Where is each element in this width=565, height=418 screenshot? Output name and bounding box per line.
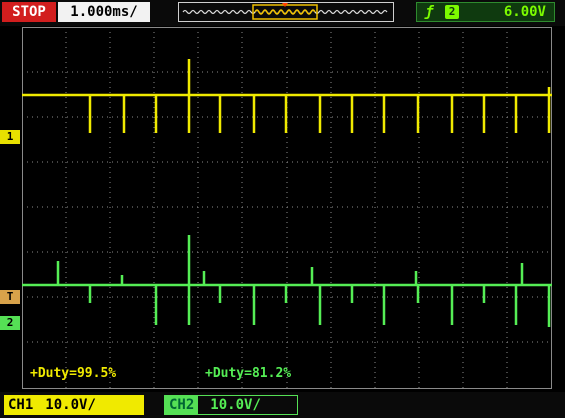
ch2-duty-measurement: +Duty=81.2%: [205, 366, 292, 381]
trigger-panel[interactable]: ƒ 2 6.00V: [416, 2, 555, 22]
rising-edge-icon: ƒ: [425, 4, 434, 20]
ch2-ground-marker[interactable]: 2: [0, 316, 20, 330]
ch1-label: CH1: [8, 397, 34, 413]
waveform-display: [22, 27, 552, 389]
ch1-duty-measurement: +Duty=99.5%: [30, 366, 117, 381]
top-status-bar: STOP 1.000ms/ ƒ 2 6.00V: [0, 0, 565, 26]
trigger-level: 6.00V: [503, 4, 546, 20]
timebase-readout[interactable]: 1.000ms/: [58, 2, 150, 22]
trigger-source: 2: [445, 5, 459, 19]
channel-status-bar: CH1 10.0V/ CH2 10.0V/: [0, 392, 565, 418]
ch1-waveform: [22, 59, 552, 133]
ch1-settings[interactable]: CH1 10.0V/: [4, 395, 144, 415]
ch2-scale: 10.0V/: [210, 397, 261, 413]
ch2-label: CH2: [165, 396, 199, 414]
run-stop-indicator[interactable]: STOP: [2, 2, 56, 22]
trigger-level-marker[interactable]: T: [0, 290, 20, 304]
graticule: [22, 27, 552, 389]
ch1-scale: 10.0V/: [45, 397, 96, 413]
ch1-ground-marker[interactable]: 1: [0, 130, 20, 144]
ch2-settings[interactable]: CH2 10.0V/: [164, 395, 298, 415]
ch2-waveform: [22, 235, 552, 327]
memory-overview: [178, 2, 394, 22]
